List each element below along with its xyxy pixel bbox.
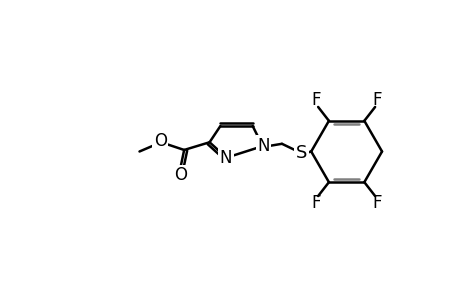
Text: F: F [371, 194, 381, 212]
Text: F: F [311, 91, 321, 109]
Text: F: F [371, 91, 381, 109]
Text: O: O [153, 133, 167, 151]
Text: N: N [257, 137, 269, 155]
Text: N: N [219, 149, 231, 167]
Text: O: O [174, 167, 186, 184]
Text: S: S [295, 144, 306, 162]
Text: F: F [311, 194, 321, 212]
